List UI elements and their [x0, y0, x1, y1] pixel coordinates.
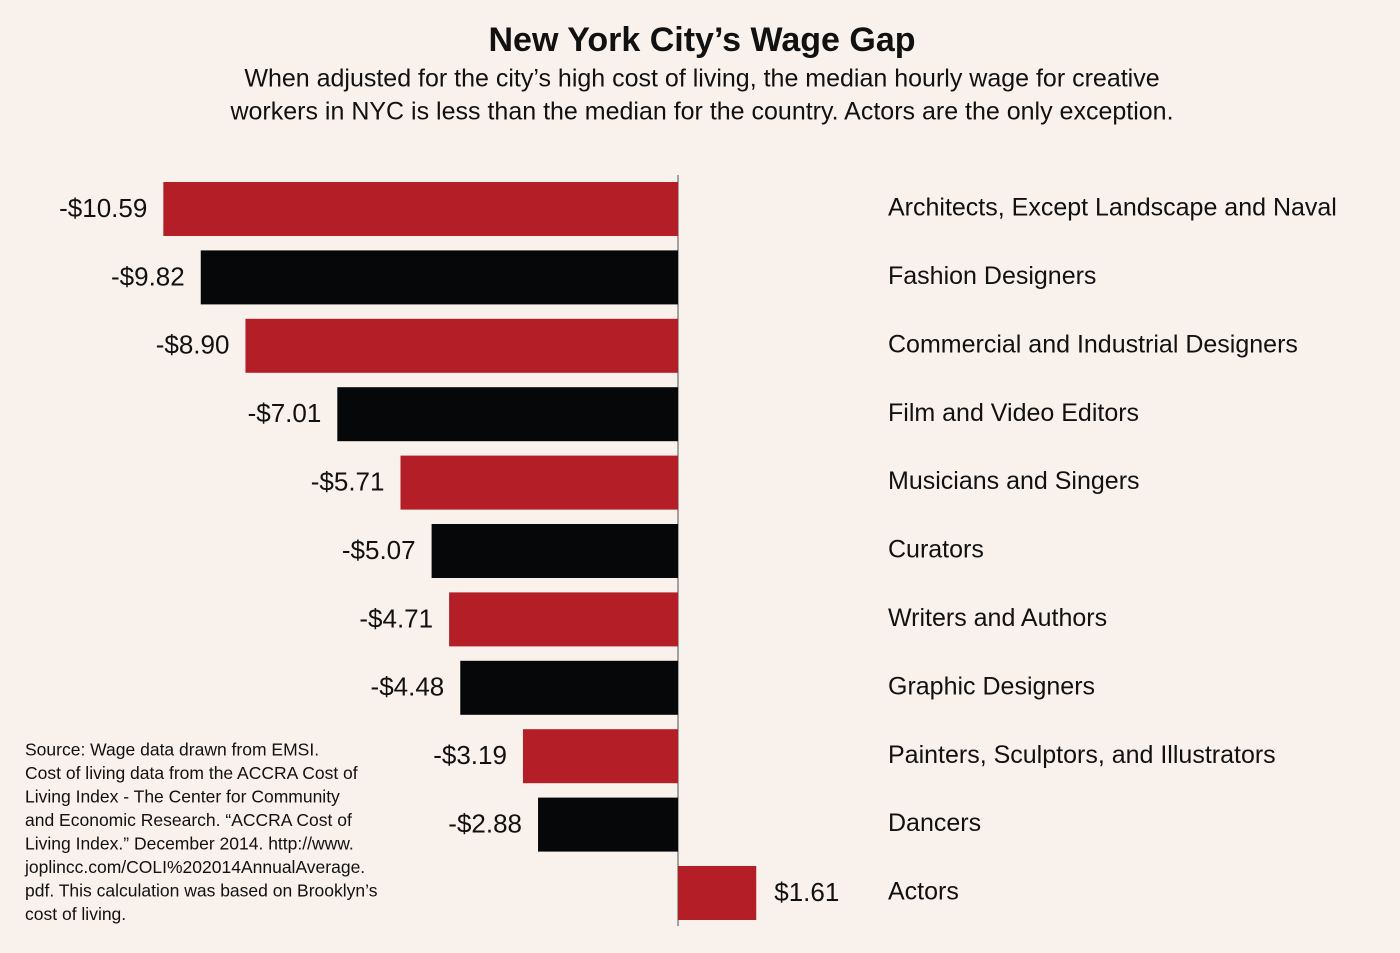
- category-label: Commercial and Industrial Designers: [888, 330, 1298, 358]
- value-label: -$2.88: [448, 808, 522, 838]
- category-label: Fashion Designers: [888, 262, 1096, 290]
- value-label: $1.61: [774, 877, 839, 907]
- category-label: Film and Video Editors: [888, 399, 1139, 427]
- value-label: -$3.19: [433, 740, 507, 770]
- chart-subtitle: workers in NYC is less than the median f…: [229, 98, 1173, 126]
- value-label: -$8.90: [156, 330, 230, 360]
- chart-subtitle: When adjusted for the city’s high cost o…: [244, 65, 1159, 93]
- bar: [163, 182, 679, 236]
- bar: [400, 455, 678, 510]
- category-label: Painters, Sculptors, and Illustrators: [888, 741, 1276, 769]
- source-note: Living Index - The Center for Community: [25, 787, 340, 807]
- category-label: Dancers: [888, 809, 981, 837]
- bar: [431, 524, 678, 578]
- bar: [460, 660, 678, 715]
- source-note: Source: Wage data drawn from EMSI.: [25, 740, 319, 760]
- value-label: -$4.48: [371, 672, 445, 702]
- bar: [200, 250, 679, 305]
- value-label: -$5.07: [342, 535, 416, 565]
- bar: [678, 866, 757, 920]
- category-label: Graphic Designers: [888, 672, 1095, 700]
- value-label: -$9.82: [111, 261, 185, 291]
- value-label: -$7.01: [248, 398, 322, 428]
- category-label: Architects, Except Landscape and Naval: [888, 194, 1337, 222]
- bar: [538, 797, 678, 852]
- bar: [522, 729, 678, 784]
- category-label: Curators: [888, 536, 984, 564]
- chart-title: New York City’s Wage Gap: [488, 21, 915, 59]
- bar: [337, 387, 678, 442]
- source-note: and Economic Research. “ACCRA Cost of: [25, 810, 352, 830]
- bar: [245, 318, 678, 373]
- value-label: -$5.71: [311, 466, 385, 496]
- source-note: Living Index.” December 2014. http://www…: [25, 834, 354, 854]
- value-label: -$4.71: [359, 603, 433, 633]
- source-note: pdf. This calculation was based on Brook…: [25, 881, 378, 901]
- source-note: cost of living.: [25, 904, 126, 924]
- bar: [449, 592, 678, 647]
- source-note: joplincc.com/COLI%202014AnnualAverage.: [24, 857, 365, 877]
- value-label: -$10.59: [59, 193, 147, 223]
- category-label: Writers and Authors: [888, 604, 1107, 632]
- category-label: Actors: [888, 878, 959, 906]
- source-note: Cost of living data from the ACCRA Cost …: [25, 763, 358, 783]
- category-label: Musicians and Singers: [888, 467, 1140, 495]
